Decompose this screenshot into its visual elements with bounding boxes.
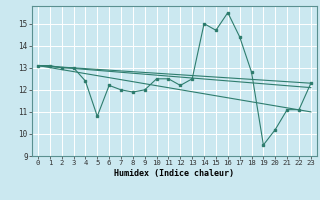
X-axis label: Humidex (Indice chaleur): Humidex (Indice chaleur)	[115, 169, 234, 178]
